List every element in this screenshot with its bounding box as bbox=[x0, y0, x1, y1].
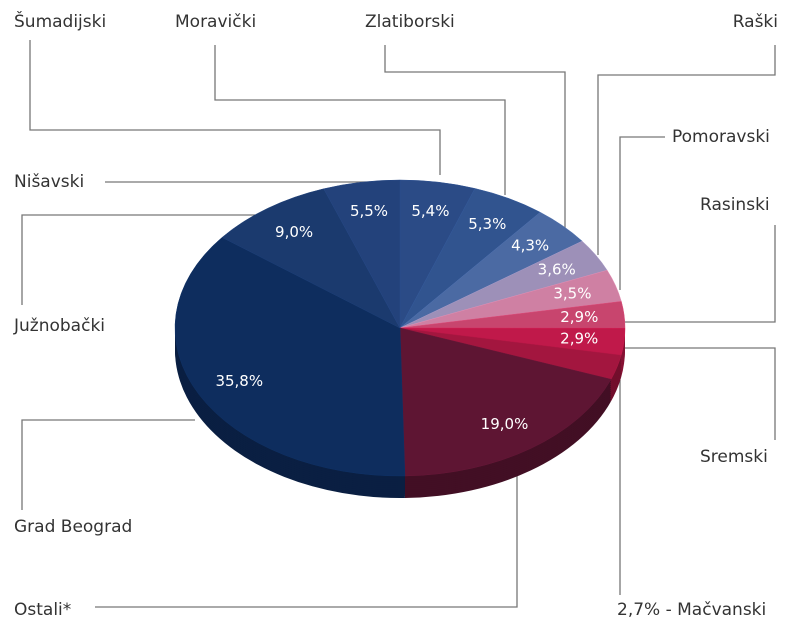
value-label: 2,9% bbox=[560, 329, 598, 347]
value-label: 5,3% bbox=[468, 215, 506, 233]
category-label: Šumadijski bbox=[14, 10, 106, 32]
category-label: Pomoravski bbox=[672, 127, 770, 147]
category-label: Ostali* bbox=[14, 600, 71, 620]
slice bbox=[399, 327, 612, 477]
slice bbox=[174, 237, 406, 477]
category-label: Raški bbox=[733, 12, 778, 32]
leader-line bbox=[95, 475, 518, 608]
category-label: Moravički bbox=[175, 12, 256, 32]
value-label: 3,5% bbox=[553, 285, 591, 303]
value-label: 2,9% bbox=[560, 308, 598, 326]
category-label: Rasinski bbox=[700, 195, 770, 215]
category-label: Zlatiborski bbox=[365, 12, 455, 32]
value-label: 3,6% bbox=[538, 260, 576, 278]
category-label: Sremski bbox=[700, 447, 768, 467]
leader-line bbox=[619, 136, 665, 290]
leader-line bbox=[625, 347, 776, 440]
slice bbox=[221, 188, 401, 329]
slice bbox=[323, 179, 401, 329]
leader-line bbox=[384, 45, 566, 230]
category-label: Grad Beograd bbox=[14, 517, 132, 537]
value-label: 9,0% bbox=[275, 223, 313, 241]
leader-line bbox=[21, 419, 195, 510]
value-label: 19,0% bbox=[481, 415, 529, 433]
leader-line bbox=[597, 45, 776, 255]
leader-line bbox=[625, 225, 776, 323]
leader-lines bbox=[21, 40, 776, 608]
category-label: 2,7% - Mačvanski bbox=[617, 600, 766, 620]
leader-line bbox=[214, 45, 506, 195]
category-label: Nišavski bbox=[14, 172, 84, 192]
leader-line bbox=[21, 214, 255, 305]
value-label: 35,8% bbox=[215, 372, 263, 390]
value-label: 4,3% bbox=[511, 237, 549, 255]
category-label: Južnobački bbox=[13, 316, 105, 336]
leader-line bbox=[29, 40, 441, 175]
value-label: 5,4% bbox=[411, 202, 449, 220]
value-label: 5,5% bbox=[350, 202, 388, 220]
